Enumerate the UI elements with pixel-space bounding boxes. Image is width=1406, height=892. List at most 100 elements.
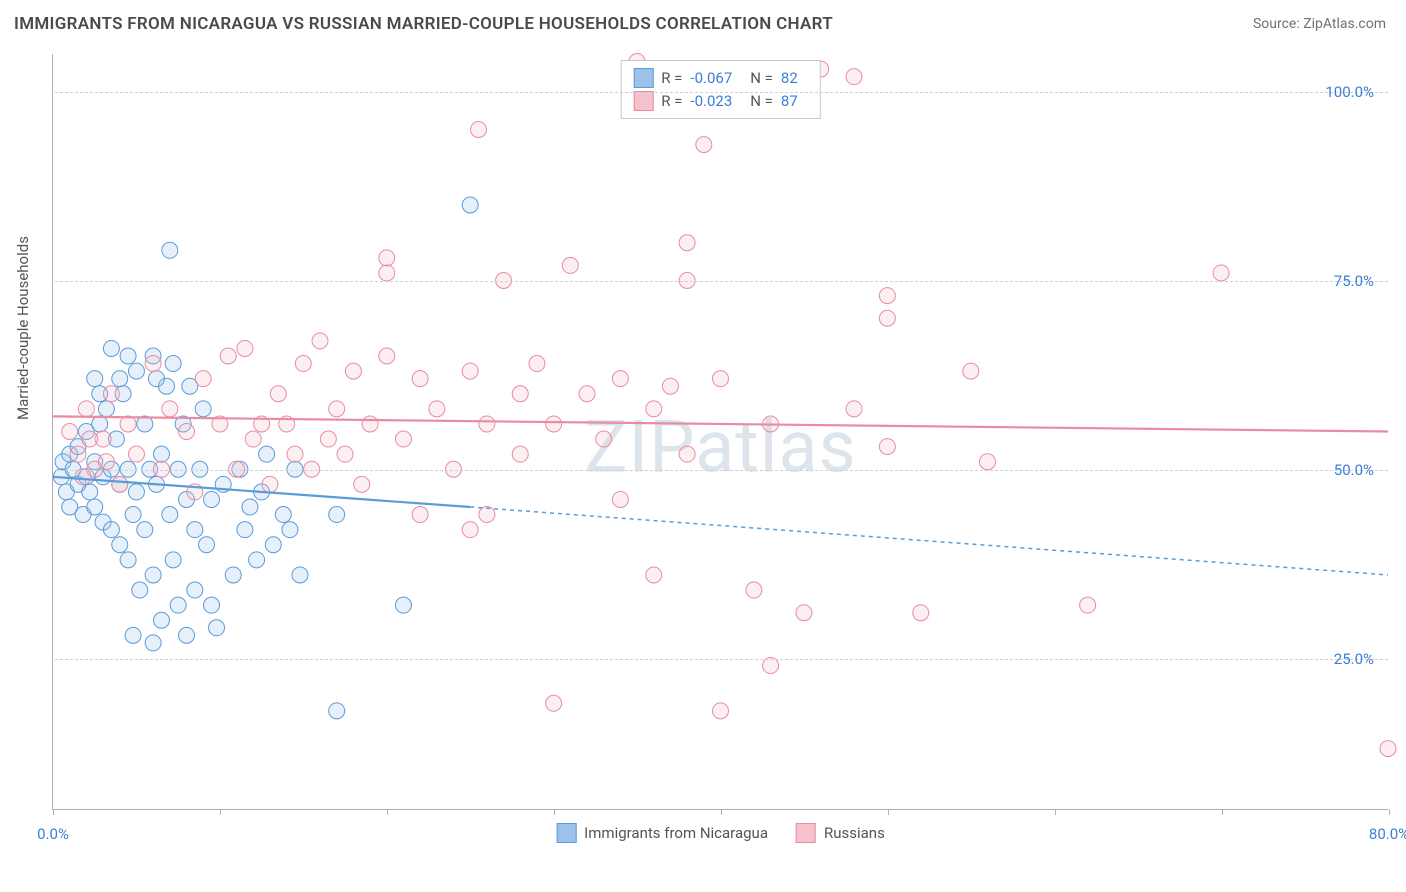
data-point-russians: [78, 401, 94, 417]
data-point-russians: [312, 333, 328, 349]
data-point-russians: [546, 695, 562, 711]
data-point-nicaragua: [103, 340, 119, 356]
data-point-nicaragua: [462, 197, 478, 213]
data-point-russians: [354, 476, 370, 492]
scatter-chart: ZIPatlas R = -0.067 N = 82 R = -0.023 N …: [52, 54, 1388, 810]
data-point-russians: [846, 401, 862, 417]
data-point-russians: [379, 250, 395, 266]
data-point-russians: [713, 371, 729, 387]
series-legend: Immigrants from Nicaragua Russians: [556, 823, 885, 843]
gridline: [55, 470, 1388, 471]
data-point-russians: [320, 431, 336, 447]
data-point-nicaragua: [199, 537, 215, 553]
data-point-russians: [262, 476, 278, 492]
n-label: N =: [750, 90, 773, 113]
russians-r-value: -0.023: [690, 90, 732, 113]
data-point-russians: [162, 401, 178, 417]
data-point-russians: [103, 386, 119, 402]
y-axis-label: Married-couple Households: [14, 236, 32, 420]
x-tick: [1222, 809, 1223, 815]
data-point-russians: [579, 386, 595, 402]
data-point-nicaragua: [87, 371, 103, 387]
data-point-nicaragua: [125, 627, 141, 643]
gridline: [55, 92, 1388, 93]
data-point-russians: [287, 446, 303, 462]
y-tick-label: 75.0%: [1334, 272, 1374, 290]
data-point-russians: [646, 401, 662, 417]
data-point-nicaragua: [162, 507, 178, 523]
legend-label-russians: Russians: [824, 824, 885, 842]
r-label: R =: [661, 67, 682, 90]
legend-item-nicaragua: Immigrants from Nicaragua: [556, 823, 768, 843]
data-point-russians: [963, 363, 979, 379]
nicaragua-n-value: 82: [781, 67, 798, 90]
x-tick: [387, 809, 388, 815]
data-point-russians: [679, 446, 695, 462]
data-point-russians: [596, 431, 612, 447]
plot-svg: [53, 54, 1388, 809]
data-point-russians: [879, 310, 895, 326]
data-point-russians: [245, 431, 261, 447]
data-point-russians: [879, 288, 895, 304]
data-point-russians: [395, 431, 411, 447]
data-point-russians: [62, 424, 78, 440]
data-point-nicaragua: [209, 620, 225, 636]
data-point-russians: [379, 348, 395, 364]
data-point-russians: [1213, 265, 1229, 281]
data-point-russians: [429, 401, 445, 417]
data-point-russians: [128, 446, 144, 462]
data-point-nicaragua: [82, 484, 98, 500]
trendline-nicaragua: [53, 477, 470, 507]
data-point-nicaragua: [204, 597, 220, 613]
data-point-nicaragua: [225, 567, 241, 583]
data-point-russians: [112, 476, 128, 492]
data-point-nicaragua: [187, 522, 203, 538]
data-point-russians: [412, 507, 428, 523]
data-point-nicaragua: [170, 597, 186, 613]
x-tick: [1389, 809, 1390, 815]
data-point-russians: [98, 454, 114, 470]
data-point-nicaragua: [282, 522, 298, 538]
data-point-russians: [1080, 597, 1096, 613]
x-tick-label: 0.0%: [37, 825, 69, 843]
data-point-nicaragua: [204, 491, 220, 507]
data-point-nicaragua: [179, 627, 195, 643]
data-point-nicaragua: [162, 242, 178, 258]
stats-row-nicaragua: R = -0.067 N = 82: [633, 67, 808, 90]
data-point-russians: [612, 371, 628, 387]
x-tick: [721, 809, 722, 815]
data-point-russians: [337, 446, 353, 462]
data-point-nicaragua: [153, 446, 169, 462]
data-point-nicaragua: [145, 635, 161, 651]
data-point-russians: [462, 363, 478, 379]
data-point-nicaragua: [103, 522, 119, 538]
nicaragua-r-value: -0.067: [690, 67, 732, 90]
trendline-extension-nicaragua: [470, 507, 1388, 575]
data-point-russians: [512, 386, 528, 402]
data-point-russians: [746, 582, 762, 598]
data-point-russians: [846, 69, 862, 85]
data-point-russians: [237, 340, 253, 356]
data-point-nicaragua: [148, 371, 164, 387]
data-point-nicaragua: [112, 537, 128, 553]
legend-swatch-russians: [796, 823, 816, 843]
data-point-nicaragua: [128, 363, 144, 379]
data-point-russians: [512, 446, 528, 462]
data-point-russians: [879, 439, 895, 455]
data-point-russians: [82, 431, 98, 447]
data-point-russians: [362, 416, 378, 432]
n-label: N =: [750, 67, 773, 90]
data-point-russians: [529, 356, 545, 372]
swatch-russians: [633, 91, 653, 111]
data-point-nicaragua: [329, 507, 345, 523]
data-point-nicaragua: [132, 582, 148, 598]
data-point-russians: [662, 378, 678, 394]
data-point-russians: [913, 605, 929, 621]
russians-n-value: 87: [781, 90, 798, 113]
data-point-russians: [679, 235, 695, 251]
data-point-russians: [479, 416, 495, 432]
data-point-nicaragua: [249, 552, 265, 568]
gridline: [55, 659, 1388, 660]
data-point-nicaragua: [120, 552, 136, 568]
y-tick-label: 100.0%: [1325, 83, 1374, 101]
